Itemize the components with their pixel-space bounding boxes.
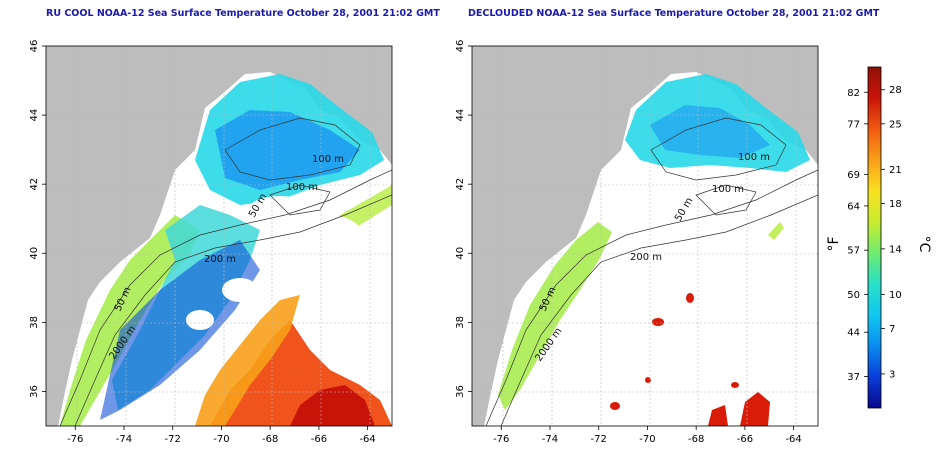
x-tick-label: -68 [688,434,704,445]
y-tick-label: 38 [455,316,466,329]
y-tick-label: 40 [455,247,466,260]
y-tick-label: 44 [29,109,40,122]
x-tick-label: -64 [359,434,375,445]
sst-gulf-of-maine-blue [650,105,770,158]
left-panel-title: RU COOL NOAA-12 Sea Surface Temperature … [46,8,440,19]
left-map-axes: -76 -74 -72 -70 -68 -66 -64 36 38 40 42 44 46 [29,40,376,445]
x-tick-label: -72 [591,434,607,445]
celsius-tick-label: 18 [889,199,902,210]
grid-lines-right [472,46,818,426]
y-tick-label: 42 [455,178,466,191]
x-tick-label: -66 [737,434,753,445]
land-mass [472,46,818,426]
contour-label: 200 m [204,254,236,265]
fahrenheit-tick-label: 77 [847,119,860,130]
x-tick-label: -68 [262,434,278,445]
y-tick-label: 36 [455,385,466,398]
celsius-tick-label: 21 [889,165,902,176]
y-tick-label: 42 [29,178,40,191]
y-tick-label: 40 [29,247,40,260]
fahrenheit-tick-label: 44 [847,328,860,339]
celsius-tick-label: 28 [889,85,902,96]
y-tick-label: 44 [455,109,466,122]
x-tick-label: -66 [311,434,327,445]
celsius-tick-label: 7 [889,324,895,335]
contour-label: 100 m [312,154,344,165]
y-tick-label: 46 [29,40,40,53]
colorbar: 28 25 21 18 14 10 7 3 82 77 69 64 57 50 44 37 °F °C [826,66,932,409]
sst-gulf-of-maine-blue [215,110,360,190]
sst-gulf-stream-fragments [610,293,770,426]
celsius-tick-label: 3 [889,369,895,380]
x-tick-label: -76 [493,434,509,445]
sst-shelf-edge-green [768,222,784,240]
land-mass [46,46,392,426]
right-map-panel: 100 m 100 m 50 m 200 m 50 m 2000 m -76 -7… [455,40,819,445]
bathymetry-contours-right [485,117,818,426]
fahrenheit-tick-label: 64 [847,201,860,212]
fahrenheit-label: °F [826,236,842,251]
y-tick-label: 36 [29,385,40,398]
x-tick-label: -70 [639,434,655,445]
x-tick-label: -74 [542,434,558,445]
grid-lines-left [46,46,392,426]
contour-label: 100 m [738,152,770,163]
fahrenheit-tick-label: 69 [847,170,860,181]
sst-gulf-stream-core [290,385,375,426]
x-tick-label: -74 [116,434,132,445]
celsius-tick-label: 14 [889,244,902,255]
x-tick-label: -76 [67,434,83,445]
x-tick-label: -72 [165,434,181,445]
colorbar-ticks: 28 25 21 18 14 10 7 3 82 77 69 64 57 50 44 37 [847,85,901,383]
celsius-tick-label: 25 [889,119,902,130]
fahrenheit-tick-label: 82 [847,88,860,99]
right-map-frame [471,45,819,427]
right-map-axes: -76 -74 -72 -70 -68 -66 -64 36 38 40 42 44 46 [455,40,802,445]
celsius-tick-label: 10 [889,290,902,301]
sst-gulf-stream-orange [195,295,300,426]
sst-slope-blue [100,240,260,420]
nova-scotia-land [726,46,818,95]
left-map-frame [45,45,393,427]
y-tick-label: 38 [29,316,40,329]
fahrenheit-tick-label: 57 [847,246,860,257]
contour-label: 100 m [712,184,744,195]
left-map-panel: 100 m 100 m 50 m 200 m 50 m 2000 m -76 -7… [29,40,393,445]
colorbar-gradient [867,66,882,409]
x-tick-label: -70 [213,434,229,445]
y-tick-label: 46 [455,40,466,53]
fahrenheit-tick-label: 37 [847,372,860,383]
nova-scotia-land [300,46,392,95]
right-panel-title: DECLOUDED NOAA-12 Sea Surface Temperatur… [468,8,880,19]
bathymetry-contours-left [59,117,392,426]
celsius-label: °C [916,236,932,253]
fahrenheit-tick-label: 50 [847,290,860,301]
contour-label: 100 m [286,182,318,193]
x-tick-label: -64 [785,434,801,445]
contour-label: 200 m [630,252,662,263]
cloud-patches [186,196,392,330]
